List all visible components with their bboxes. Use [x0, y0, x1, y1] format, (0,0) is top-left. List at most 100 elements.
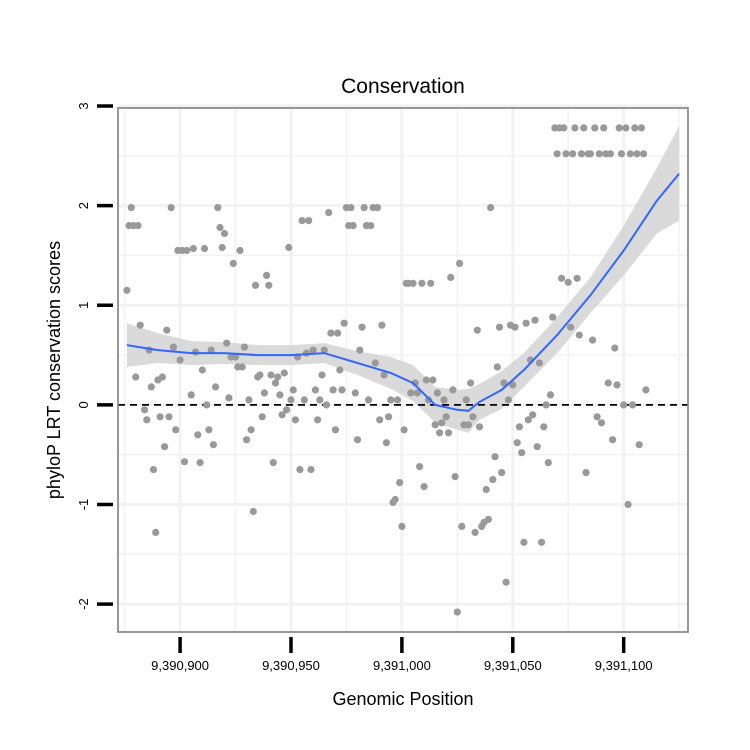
y-tick-label: -2: [76, 598, 91, 610]
data-point: [611, 344, 619, 352]
data-point: [214, 204, 222, 212]
data-point: [194, 431, 202, 439]
data-point: [371, 359, 379, 367]
data-point: [152, 528, 160, 537]
data-point: [489, 476, 497, 484]
data-point: [141, 406, 149, 414]
data-point: [600, 124, 608, 132]
data-point: [360, 204, 368, 212]
data-point: [620, 401, 628, 409]
data-point: [200, 244, 209, 253]
data-point: [571, 124, 579, 132]
data-point: [263, 271, 271, 279]
data-point: [640, 150, 648, 158]
x-tick-label: 9,390,900: [151, 658, 209, 673]
data-point: [367, 222, 375, 230]
data-point: [498, 469, 506, 477]
data-point: [613, 381, 621, 389]
data-point: [633, 150, 641, 158]
y-tick-label: 0: [76, 401, 91, 408]
data-point: [484, 515, 492, 524]
data-point: [238, 363, 246, 371]
data-point: [387, 396, 395, 404]
data-point: [329, 386, 337, 394]
data-point: [538, 538, 546, 546]
data-point: [411, 379, 419, 387]
data-point: [316, 396, 324, 404]
data-point: [511, 323, 519, 331]
data-point: [513, 439, 521, 447]
data-point: [544, 459, 552, 467]
data-point: [136, 321, 144, 329]
data-point: [218, 243, 226, 252]
data-point: [456, 259, 464, 267]
panel-border: [117, 107, 689, 633]
data-point: [409, 279, 417, 287]
x-axis: 9,390,900 9,390,950 9,391,000 9,391,050 9,39…: [151, 637, 653, 673]
data-point: [338, 386, 346, 394]
data-point: [471, 528, 479, 537]
data-point: [161, 443, 169, 451]
data-point: [495, 323, 504, 331]
data-point: [549, 313, 557, 321]
data-point: [283, 406, 291, 414]
data-point: [320, 346, 328, 354]
data-point: [322, 401, 331, 409]
data-point: [165, 413, 173, 421]
data-point: [451, 473, 459, 481]
data-point: [380, 371, 388, 379]
data-point: [318, 371, 326, 379]
y-tick-label: 3: [76, 102, 91, 109]
data-point: [642, 386, 650, 394]
data-point: [400, 426, 408, 434]
data-point: [577, 150, 586, 158]
data-point: [617, 150, 626, 158]
data-point: [546, 391, 555, 399]
data-point: [243, 436, 251, 444]
data-point: [378, 321, 386, 329]
data-point: [597, 419, 606, 427]
data-point: [147, 383, 155, 391]
data-point: [340, 319, 348, 327]
x-tick-label: 9,391,050: [484, 658, 542, 673]
data-point: [573, 274, 581, 282]
data-point: [515, 423, 524, 431]
data-point: [236, 246, 244, 255]
data-point: [198, 366, 206, 374]
data-point: [163, 326, 171, 334]
data-point: [589, 336, 597, 344]
data-point: [462, 396, 470, 404]
data-point: [622, 124, 630, 132]
data-point: [311, 386, 319, 394]
data-point: [520, 538, 528, 546]
data-point: [458, 522, 466, 531]
data-point: [325, 209, 333, 217]
data-point: [449, 386, 457, 394]
data-point: [223, 339, 231, 347]
data-point: [531, 316, 539, 324]
data-point: [251, 281, 260, 289]
data-point: [500, 379, 508, 387]
data-point: [196, 459, 204, 467]
data-point: [278, 411, 286, 419]
data-point: [245, 396, 253, 404]
data-point: [562, 150, 570, 158]
data-point: [487, 204, 495, 212]
data-point: [331, 426, 339, 434]
data-point: [205, 426, 213, 434]
data-point: [347, 204, 355, 212]
data-point: [593, 413, 601, 421]
data-point: [575, 331, 583, 339]
smooth-line: [126, 173, 680, 412]
data-point: [416, 463, 424, 471]
data-point: [542, 401, 550, 409]
data-point: [491, 453, 499, 461]
data-point: [637, 124, 646, 132]
data-point: [365, 396, 373, 404]
data-point: [309, 346, 317, 354]
data-point: [143, 416, 151, 424]
y-tick-label: -1: [76, 499, 91, 511]
data-point: [624, 500, 632, 509]
data-point: [420, 483, 428, 491]
